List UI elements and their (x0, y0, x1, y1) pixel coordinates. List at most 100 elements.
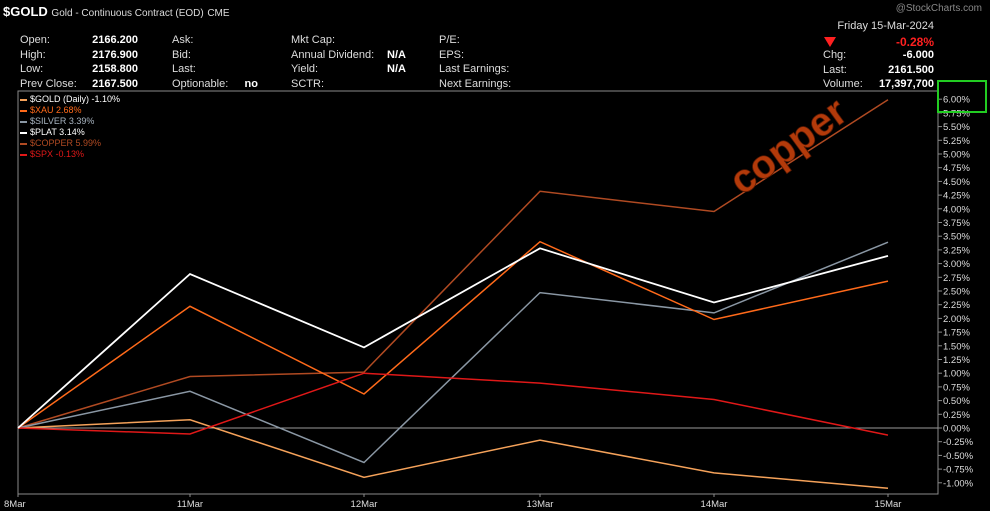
series-line-1 (17, 240, 889, 429)
legend-entry: $GOLD (Daily) -1.10% (20, 94, 120, 105)
y-tick-label: 1.00% (943, 369, 970, 380)
y-tick-label: -0.50% (943, 451, 974, 462)
quote-label-col2-2: Last: (172, 63, 196, 75)
legend-swatch (20, 109, 27, 112)
quote-label-col4-1: EPS: (439, 48, 465, 61)
exchange-label: CME (207, 8, 230, 19)
legend-swatch (20, 142, 27, 145)
symbol-label: $GOLD (3, 4, 48, 19)
series-line-2 (17, 241, 889, 464)
x-tick-label: 12Mar (351, 499, 378, 510)
quote-label-col5-0: Chg: (823, 49, 847, 61)
annotation-copper-text: copper (721, 89, 855, 203)
highlight-box (937, 80, 987, 113)
x-tick-label: 13Mar (527, 499, 554, 510)
quote-label-col5-1: Last: (823, 63, 847, 76)
quote-label-col5-2: Volume: (823, 78, 863, 90)
y-tick-label: 6.00% (943, 95, 970, 106)
quote-value-col1-1: 2176.900 (92, 48, 138, 61)
legend: $GOLD (Daily) -1.10% $XAU 2.68% $SILVER 3.… (20, 94, 120, 160)
series-line-5 (17, 372, 889, 436)
legend-label: $SILVER 3.39% (30, 116, 95, 126)
legend-label: $GOLD (Daily) -1.10% (30, 94, 121, 104)
quote-label-col4-2: Last Earnings: (439, 63, 510, 75)
series-line-0 (17, 419, 889, 490)
legend-swatch (20, 98, 27, 101)
quote-value-col5-1: 2161.500 (888, 63, 934, 76)
chart-title: $GOLD Gold - Continuous Contract (EOD) C… (3, 4, 230, 19)
quote-label-col1-2: Low: (20, 63, 44, 75)
quote-label-col3-3: SCTR: (291, 77, 324, 90)
quote-label-col3-1: Annual Dividend: (291, 48, 375, 61)
y-tick-label: 3.25% (943, 245, 970, 256)
quote-label-col2-0: Ask: (172, 34, 194, 46)
y-tick-label: 4.00% (943, 204, 970, 215)
y-tick-label: 4.75% (943, 163, 970, 174)
change-percent: -0.28% (895, 35, 934, 49)
y-tick-label: 2.75% (943, 273, 970, 284)
y-tick-label: 2.00% (943, 314, 970, 325)
y-tick-label: -0.25% (943, 437, 974, 448)
legend-label: $COPPER 5.99% (30, 138, 102, 148)
y-tick-label: 1.75% (943, 328, 970, 339)
quote-label-col4-3: Next Earnings: (439, 77, 512, 90)
y-tick-label: 3.50% (943, 232, 970, 243)
x-tick-label: 8Mar (4, 499, 26, 510)
y-tick-label: 5.75% (943, 108, 970, 119)
y-tick-label: 5.00% (943, 150, 970, 161)
legend-swatch (20, 120, 27, 123)
quote-value-col2-3: no (244, 77, 258, 90)
plot-frame (17, 90, 939, 495)
quote-value-col3-1: N/A (387, 48, 406, 61)
quote-value-col5-0: -6.000 (902, 49, 934, 61)
y-tick-label: 0.25% (943, 410, 970, 421)
y-tick-label: -1.00% (943, 478, 974, 489)
quote-label-col3-0: Mkt Cap: (291, 34, 336, 46)
y-tick-label: 2.50% (943, 287, 970, 298)
quote-date: Friday 15-Mar-2024 (837, 20, 934, 32)
y-tick-label: 0.75% (943, 382, 970, 393)
legend-swatch (20, 131, 27, 134)
quote-label-col1-0: Open: (20, 34, 50, 46)
axes: 6.00% 5.75% 5.50% 5.25% 5.00% 4.75% 4.50% 4.25%… (4, 90, 974, 510)
quote-label-col2-3: Optionable: (172, 77, 229, 90)
legend-label: $XAU 2.68% (30, 105, 82, 115)
down-arrow-icon (824, 37, 836, 47)
y-tick-label: 2.25% (943, 300, 970, 311)
quote-value-col1-0: 2166.200 (92, 34, 138, 46)
quote-value-col1-2: 2158.800 (92, 63, 138, 75)
legend-label: $SPX -0.13% (30, 149, 85, 159)
quote-value-col1-3: 2167.500 (92, 77, 138, 90)
y-tick-label: 4.50% (943, 177, 970, 188)
legend-entry: $PLAT 3.14% (20, 127, 120, 138)
series-lines (17, 99, 889, 490)
quote-label-col1-3: Prev Close: (20, 77, 77, 90)
x-tick-label: 11Mar (177, 499, 203, 510)
y-tick-label: 5.50% (943, 122, 970, 133)
y-tick-label: 0.50% (943, 396, 970, 407)
series-line-4 (17, 99, 889, 429)
legend-entry: $XAU 2.68% (20, 105, 120, 116)
quote-label-col2-1: Bid: (172, 48, 191, 61)
y-tick-label: 0.00% (943, 424, 970, 435)
watermark: @StockCharts.com (895, 3, 982, 14)
legend-swatch (20, 153, 27, 156)
y-tick-label: 1.50% (943, 341, 970, 352)
instrument-name: Gold - Continuous Contract (EOD) (51, 8, 204, 19)
y-tick-label: 3.75% (943, 218, 970, 229)
legend-entry: $SPX -0.13% (20, 149, 120, 160)
y-tick-label: 4.25% (943, 191, 970, 202)
legend-entry: $COPPER 5.99% (20, 138, 120, 149)
quote-value-col3-2: N/A (387, 63, 406, 75)
y-tick-label: 5.25% (943, 136, 970, 147)
x-tick-label: 14Mar (701, 499, 728, 510)
quote-label-col1-1: High: (20, 48, 46, 61)
quote-label-col3-2: Yield: (291, 63, 319, 75)
quote-value-col5-2: 17,397,700 (878, 78, 934, 90)
legend-label: $PLAT 3.14% (30, 127, 85, 137)
y-tick-label: 3.00% (943, 259, 970, 270)
legend-entry: $SILVER 3.39% (20, 116, 120, 127)
series-line-3 (17, 247, 889, 429)
